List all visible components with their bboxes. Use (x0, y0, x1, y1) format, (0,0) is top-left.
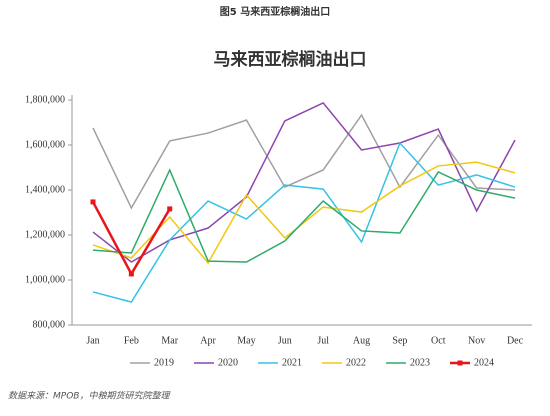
x-tick-label: Feb (124, 335, 139, 346)
x-tick-label: May (237, 335, 255, 346)
point-marker (128, 271, 134, 277)
x-tick-label: Nov (468, 335, 485, 346)
legend-marker (457, 360, 463, 366)
legend-label: 2019 (154, 357, 174, 368)
x-tick-label: Dec (507, 335, 524, 346)
y-tick-label: 1,400,000 (25, 184, 65, 195)
x-tick-label: Aug (353, 335, 370, 346)
chart-title: 马来西亚棕榈油出口 (214, 49, 367, 70)
series-line (92, 141, 516, 303)
legend-label: 2023 (410, 357, 430, 368)
x-tick-label: Jan (86, 335, 99, 346)
point-marker (90, 199, 96, 205)
series-line (92, 161, 516, 265)
source: 数据来源：MPOB，中粮期货研究院整理 (8, 391, 171, 402)
series-line (92, 113, 516, 210)
series-line (92, 101, 516, 263)
legend-label: 2024 (474, 357, 494, 368)
y-tick-label: 800,000 (33, 319, 66, 330)
series-line (92, 168, 516, 263)
x-tick-label: Jun (278, 335, 292, 346)
series-line (91, 201, 171, 277)
y-tick-label: 1,200,000 (25, 229, 65, 240)
legend-label: 2021 (282, 357, 302, 368)
legend-label: 2022 (346, 357, 366, 368)
x-tick-label: Oct (431, 335, 446, 346)
y-tick-label: 1,600,000 (25, 139, 65, 150)
x-tick-label: Apr (200, 335, 216, 346)
x-tick-label: Mar (161, 335, 178, 346)
x-tick-label: Jul (317, 335, 329, 346)
y-tick-label: 1,800,000 (25, 94, 65, 105)
point-marker (167, 206, 173, 212)
legend-label: 2020 (218, 357, 238, 368)
caption: 图5 马来西亚棕榈油出口 (220, 5, 330, 18)
x-tick-label: Sep (392, 335, 407, 346)
y-tick-label: 1,000,000 (25, 274, 65, 285)
